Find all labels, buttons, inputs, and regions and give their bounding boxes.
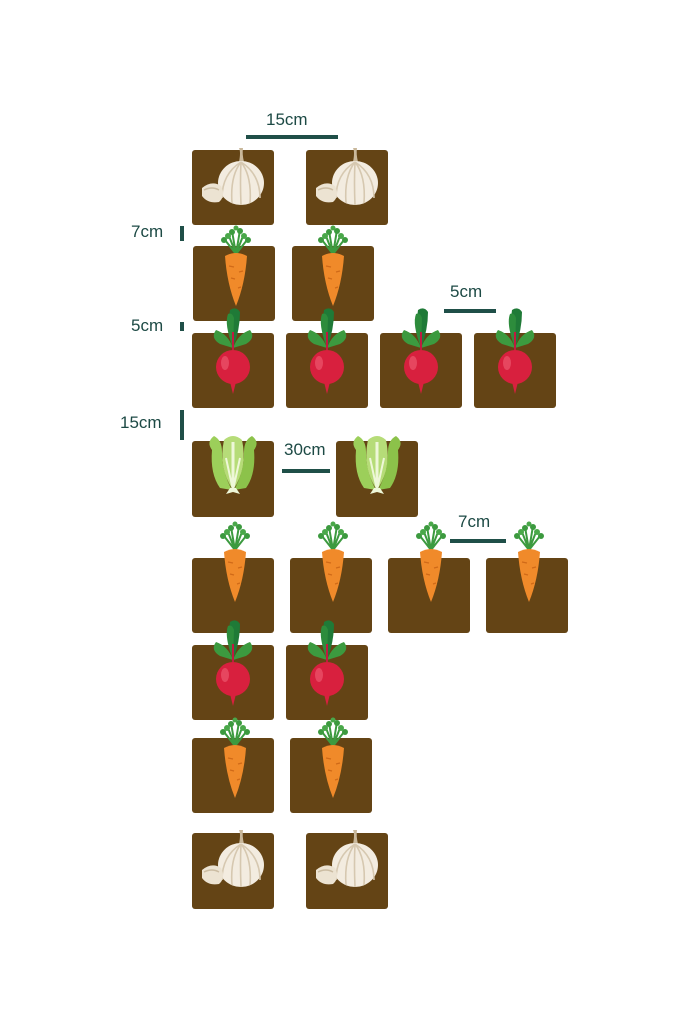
carrot-icon bbox=[317, 224, 349, 307]
radish-icon bbox=[306, 619, 348, 707]
measure-bar bbox=[450, 539, 506, 543]
spacing-label-carrot: 7cm bbox=[458, 512, 491, 531]
radish-icon bbox=[212, 619, 254, 707]
carrot-icon bbox=[317, 520, 349, 603]
spacing-label-radish: 5cm bbox=[450, 282, 483, 301]
radish-icon bbox=[494, 307, 536, 395]
radish-icon bbox=[212, 307, 254, 395]
carrot-icon bbox=[415, 520, 447, 603]
measure-bar bbox=[180, 322, 184, 331]
garlic-icon bbox=[315, 147, 379, 206]
spacing-label-lettuce: 30cm bbox=[284, 440, 326, 459]
carrot-icon bbox=[317, 716, 349, 799]
radish-icon bbox=[400, 307, 442, 395]
measure-bar bbox=[282, 469, 330, 473]
spacing-label-5cm: 5cm bbox=[131, 316, 164, 335]
measure-bar bbox=[180, 410, 184, 440]
lettuce-icon bbox=[351, 434, 403, 496]
carrot-icon bbox=[220, 224, 252, 307]
carrot-icon bbox=[513, 520, 545, 603]
radish-icon bbox=[306, 307, 348, 395]
spacing-label-7cm: 7cm bbox=[131, 222, 164, 241]
garlic-icon bbox=[201, 829, 265, 888]
spacing-label-15cm: 15cm bbox=[120, 413, 162, 432]
garlic-icon bbox=[201, 147, 265, 206]
carrot-icon bbox=[219, 520, 251, 603]
carrot-icon bbox=[219, 716, 251, 799]
measure-bar bbox=[246, 135, 338, 139]
garlic-icon bbox=[315, 829, 379, 888]
measure-bar bbox=[180, 226, 184, 241]
spacing-label-garlic: 15cm bbox=[266, 110, 308, 129]
lettuce-icon bbox=[207, 434, 259, 496]
measure-bar bbox=[444, 309, 496, 313]
